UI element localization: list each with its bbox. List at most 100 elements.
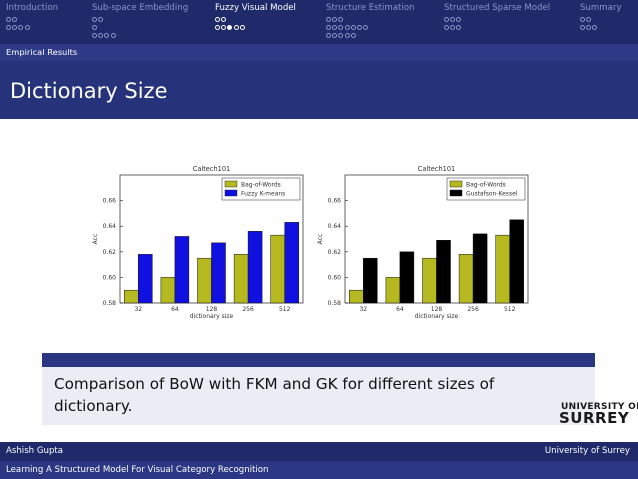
nav-dot[interactable]: [221, 25, 227, 30]
caption-body: [42, 367, 595, 425]
logo-line-2: SURREY: [559, 409, 630, 427]
nav-dots-row: [444, 17, 463, 22]
nav-dot[interactable]: [326, 33, 331, 38]
x-tick-label: 32: [359, 306, 367, 313]
nav-dot[interactable]: [12, 25, 18, 30]
nav-dot[interactable]: [363, 25, 369, 30]
x-tick-label: 64: [396, 306, 404, 313]
nav-dot[interactable]: [338, 17, 344, 22]
nav-dot[interactable]: [233, 25, 239, 30]
bar-0: [422, 257, 437, 304]
caption-band: [42, 353, 595, 367]
nav-section-5[interactable]: Summary: [580, 3, 622, 13]
nav-dot[interactable]: [92, 17, 97, 22]
nav-dot[interactable]: [344, 25, 350, 30]
nav-dots-row: [326, 25, 369, 30]
x-tick-label: 32: [134, 306, 142, 313]
bar-1: [436, 240, 451, 304]
y-tick-label: 0.62: [328, 249, 342, 256]
nav-dots-row: [580, 17, 592, 22]
y-tick-label: 0.58: [328, 300, 342, 307]
y-tick-label: 0.60: [103, 274, 117, 281]
legend-swatch: [449, 189, 463, 197]
bar-0: [197, 257, 212, 304]
x-tick-label: 64: [171, 306, 179, 313]
nav-dot[interactable]: [12, 17, 18, 22]
nav-dot[interactable]: [338, 25, 344, 30]
nav-dot[interactable]: [104, 33, 110, 38]
nav-dot[interactable]: [92, 33, 97, 38]
nav-dot[interactable]: [580, 17, 585, 22]
nav-dot[interactable]: [24, 25, 30, 30]
nav-dots-row: [326, 33, 357, 38]
nav-dot[interactable]: [338, 33, 344, 38]
nav-dot[interactable]: [326, 17, 331, 22]
footer-author-bar: Ashish Gupta University of Surrey: [0, 442, 638, 461]
nav-dot[interactable]: [221, 17, 227, 22]
nav-dot[interactable]: [592, 25, 598, 30]
caption-block: Comparison of BoW with FKM and GK for di…: [42, 353, 595, 425]
nav-section-2[interactable]: Fuzzy Visual Model: [215, 3, 296, 13]
legend-entry: Gustafson-Kessel: [466, 191, 518, 198]
bar-0: [495, 234, 510, 304]
nav-dot[interactable]: [332, 17, 338, 22]
nav-dot[interactable]: [326, 25, 331, 30]
nav-dot[interactable]: [444, 25, 449, 30]
x-tick-label: 128: [206, 306, 218, 313]
legend-box: [221, 177, 301, 201]
nav-dot[interactable]: [215, 25, 220, 30]
bar-0: [124, 289, 139, 304]
nav-dots-row: [6, 25, 31, 30]
chart-title: Caltech101: [193, 165, 231, 173]
bar-1: [284, 222, 299, 304]
bar-1: [363, 257, 378, 304]
x-tick-label: 256: [467, 306, 479, 313]
slide-title: Dictionary Size: [10, 79, 168, 103]
bar-0: [385, 277, 401, 304]
nav-dot[interactable]: [332, 33, 338, 38]
x-axis-label: dictionary size: [415, 313, 459, 320]
y-axis-label: Acc: [317, 234, 324, 245]
y-tick-label: 0.66: [328, 198, 342, 205]
nav-section-1[interactable]: Sub-space Embedding: [92, 3, 189, 13]
x-tick-label: 128: [431, 306, 443, 313]
nav-dot[interactable]: [344, 33, 350, 38]
legend-entry: Bag-of-Words: [466, 182, 506, 189]
caption-text: Comparison of BoW with FKM and GK for di…: [54, 375, 495, 415]
x-axis-label: dictionary size: [190, 313, 234, 320]
y-axis-label: Acc: [92, 234, 99, 245]
section-bar: Empirical Results: [0, 44, 638, 61]
bar-1: [211, 242, 226, 304]
nav-dots-row: [92, 33, 117, 38]
nav-dot[interactable]: [456, 25, 462, 30]
nav-dot[interactable]: [227, 25, 233, 30]
nav-dot[interactable]: [110, 33, 116, 38]
chart-gustafson-kessel: Caltech101 0.58 0.60 0.62 0.64 0.66 Acc 32 64 128…: [317, 165, 529, 320]
nav-dot[interactable]: [239, 25, 245, 30]
nav-section-3[interactable]: Structure Estimation: [326, 3, 415, 13]
nav-section-4[interactable]: Structured Sparse Model: [444, 3, 551, 13]
nav-dot[interactable]: [332, 25, 338, 30]
nav-dot[interactable]: [6, 17, 11, 22]
nav-dot[interactable]: [586, 25, 592, 30]
nav-dot[interactable]: [356, 25, 362, 30]
nav-dot[interactable]: [215, 17, 220, 22]
nav-dot[interactable]: [586, 17, 592, 22]
nav-dot[interactable]: [456, 17, 462, 22]
nav-dot[interactable]: [98, 17, 104, 22]
nav-dot[interactable]: [92, 25, 97, 30]
nav-dot[interactable]: [350, 25, 356, 30]
nav-dot[interactable]: [6, 25, 11, 30]
nav-dot[interactable]: [580, 25, 585, 30]
bar-1: [138, 254, 153, 304]
nav-dots-row: [6, 17, 18, 22]
legend-swatch: [224, 189, 238, 197]
nav-dot[interactable]: [450, 25, 456, 30]
nav-dot[interactable]: [18, 25, 24, 30]
nav-dot[interactable]: [350, 33, 356, 38]
nav-dot[interactable]: [450, 17, 456, 22]
nav-dot[interactable]: [98, 33, 104, 38]
footer-author: Ashish Gupta: [6, 446, 64, 456]
nav-section-0[interactable]: Introduction: [6, 3, 59, 13]
nav-dot[interactable]: [444, 17, 449, 22]
